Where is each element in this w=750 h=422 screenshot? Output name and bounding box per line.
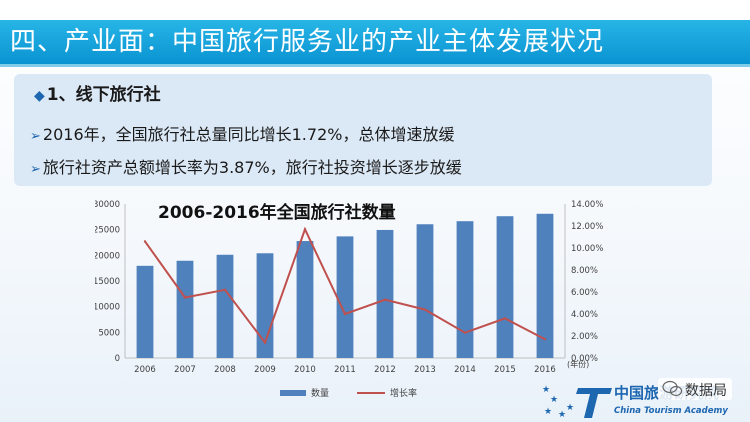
bar [296, 241, 314, 358]
growth-rate-point [343, 312, 347, 316]
arrow-bullet-icon: ➢ [30, 162, 41, 177]
x-tick-label: 2007 [174, 365, 196, 375]
legend-label: 数量 [311, 387, 329, 399]
y-right-tick-label: 12.00% [571, 222, 603, 232]
section-heading-text: 1、线下旅行社 [46, 85, 161, 105]
x-axis-unit: (年份) [567, 359, 589, 369]
x-tick-label: 2015 [494, 365, 516, 375]
logo-org-english: China Tourism Academy [614, 406, 728, 416]
watermark-text: 数据局 [685, 383, 727, 399]
growth-rate-point [223, 288, 227, 291]
growth-rate-point [423, 308, 427, 311]
x-tick-label: 2008 [214, 365, 236, 375]
bar [336, 236, 354, 358]
y-right-tick-label: 4.00% [571, 310, 598, 320]
svg-text:★: ★ [550, 395, 558, 405]
diamond-bullet-icon: ◆ [34, 88, 45, 104]
growth-rate-point [383, 298, 387, 301]
bar [176, 260, 194, 358]
y-left-tick-label: 20000 [95, 251, 120, 261]
svg-text:★: ★ [544, 407, 552, 417]
y-left-tick-label: 25000 [95, 226, 120, 236]
y-right-tick-label: 2.00% [571, 332, 598, 342]
x-tick-label: 2010 [294, 365, 316, 375]
bullet-point-2: ➢ 旅行社资产总额增长率为3.87%，旅行社投资增长逐步放缓 [30, 154, 462, 178]
y-right-tick-label: 14.00% [571, 200, 603, 210]
bar [136, 265, 154, 358]
x-tick-label: 2006 [134, 365, 156, 375]
y-left-tick-label: 10000 [95, 303, 120, 313]
y-left-tick-label: 0 [115, 354, 120, 364]
x-tick-label: 2011 [334, 365, 356, 375]
section-heading: ◆ 1、线下旅行社 [34, 80, 161, 105]
y-left-tick-label: 30000 [95, 200, 120, 210]
legend-bar-swatch [280, 390, 306, 396]
chart-title: 2006-2016年全国旅行社数量 [158, 203, 396, 223]
bar [496, 216, 514, 358]
x-tick-label: 2013 [414, 365, 436, 375]
x-tick-label: 2012 [374, 365, 396, 375]
y-right-tick-label: 0.00% [571, 354, 598, 364]
y-right-tick-label: 6.00% [571, 288, 598, 298]
svg-text:★: ★ [558, 410, 566, 420]
bullet-point-text: 2016年，全国旅行社总量同比增长1.72%，总体增速放缓 [42, 125, 455, 144]
y-left-tick-label: 5000 [98, 328, 120, 338]
bar [216, 254, 234, 358]
logo-t-icon [576, 388, 612, 418]
logo: ★ ★ ★ ★ ★ 中国旅游研究院 China Tourism Academy … [542, 378, 732, 420]
bullet-box [14, 74, 712, 186]
x-tick-label: 2016 [534, 365, 556, 375]
growth-rate-point [463, 331, 467, 334]
y-right-tick-label: 8.00% [571, 266, 598, 276]
x-tick-label: 2009 [254, 365, 276, 375]
growth-rate-point [263, 341, 267, 344]
bar [456, 221, 474, 358]
bar [536, 213, 554, 358]
y-right-tick-label: 10.00% [571, 244, 603, 254]
growth-rate-point [183, 296, 187, 299]
wechat-icon [662, 380, 683, 397]
slide-title: 四、产业面：中国旅行服务业的产业主体发展状况 [0, 20, 750, 64]
growth-rate-point [303, 228, 307, 231]
chart: 0 5000 10000 15000 20000 25000 30000 0.00% 2.00%… [95, 200, 603, 399]
svg-text:★: ★ [566, 403, 574, 413]
y-left-tick-label: 15000 [95, 277, 120, 287]
bar [376, 229, 394, 358]
growth-rate-point [143, 240, 147, 243]
bullet-point-text: 旅行社资产总额增长率为3.87%，旅行社投资增长逐步放缓 [42, 158, 462, 177]
svg-text:★: ★ [542, 385, 550, 395]
logo-stars-icon: ★ ★ ★ ★ ★ [542, 385, 574, 420]
growth-rate-point [503, 317, 507, 320]
bar [416, 224, 434, 358]
arrow-bullet-icon: ➢ [30, 129, 41, 144]
x-tick-label: 2014 [454, 365, 476, 375]
legend-label: 增长率 [390, 387, 417, 399]
title-underline [0, 64, 750, 67]
growth-rate-point [543, 338, 547, 341]
bullet-point-1: ➢ 2016年，全国旅行社总量同比增长1.72%，总体增速放缓 [30, 121, 454, 145]
